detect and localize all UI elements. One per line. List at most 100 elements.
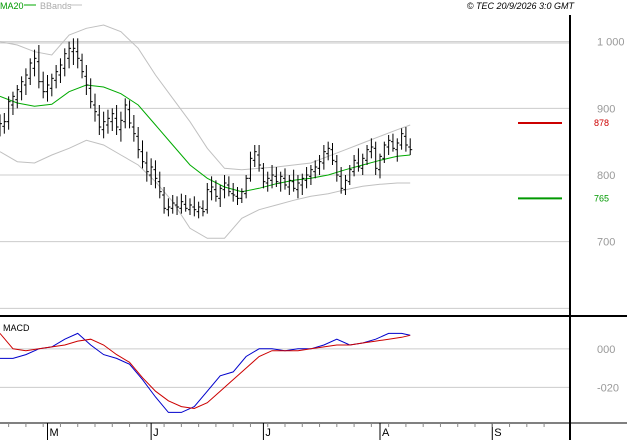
ohlc-bar [352, 155, 357, 177]
tick-labels: 700 800 900 1 000 000 -020 M J J A S [8, 37, 625, 440]
ohlc-bar [235, 187, 240, 205]
ma20-path [0, 84, 411, 193]
ohlc-bar [140, 140, 145, 169]
legend-bbands-label: BBands [40, 1, 72, 11]
ohlc-bar [248, 151, 253, 182]
ohlc-bar [0, 114, 2, 137]
bb-upper-line [0, 24, 411, 171]
ohlc-bar [395, 138, 400, 162]
ohlc-bar [54, 65, 59, 89]
ohlc-bar [287, 175, 292, 195]
ohlc-bar [80, 53, 85, 79]
ohlc-bar [265, 171, 270, 192]
ohlc-bar [192, 196, 197, 217]
price-tick-label: 1 000 [597, 37, 625, 49]
ohlc-bar [36, 45, 41, 89]
macd-signal-line [0, 333, 411, 410]
ohlc-bar [183, 195, 188, 212]
level-label-765: 765 [594, 193, 609, 203]
ohlc-bar [49, 73, 54, 97]
ohlc-bar [41, 71, 46, 99]
ohlc-bar [170, 195, 175, 214]
ohlc-bar [84, 65, 89, 95]
ohlc-bar [218, 185, 223, 207]
ohlc-bar [101, 111, 106, 139]
ohlc-bar [343, 175, 348, 195]
ohlc-bar [295, 175, 300, 199]
ohlc-bar [347, 165, 352, 185]
price-bars [0, 38, 413, 219]
macd-tick-label: 000 [597, 344, 615, 356]
x-tick-label: A [382, 427, 390, 439]
ohlc-bar [97, 105, 102, 135]
ohlc-bar [157, 171, 162, 199]
ohlc-bar [274, 167, 279, 187]
legend: MA20 BBands [0, 1, 82, 11]
ohlc-bar [45, 75, 50, 102]
ohlc-bar [356, 148, 361, 172]
ohlc-bar [408, 138, 413, 155]
grid [0, 41, 570, 388]
level-label-878: 878 [594, 118, 609, 128]
ohlc-bar [300, 173, 305, 195]
ohlc-bar [382, 141, 387, 163]
ohlc-bar [62, 48, 67, 77]
ohlc-bar [369, 138, 374, 159]
ohlc-bar [209, 176, 214, 201]
ohlc-bar [149, 158, 154, 185]
ohlc-bar [390, 133, 395, 152]
ohlc-bar [67, 41, 72, 69]
ohlc-bar [19, 76, 24, 101]
ohlc-bar [166, 198, 171, 217]
ohlc-bar [321, 145, 326, 170]
ohlc-bar [118, 111, 123, 142]
ohlc-bar [131, 115, 136, 142]
ohlc-bar [32, 49, 37, 77]
price-levels: 878 765 [518, 118, 609, 203]
ohlc-bar [386, 135, 391, 155]
ohlc-bar [399, 128, 404, 150]
ohlc-bar [127, 100, 132, 129]
x-tick-label: J [153, 427, 159, 439]
ohlc-bar [239, 188, 244, 203]
ohlc-bar [308, 165, 313, 185]
ohlc-bar [144, 151, 149, 182]
ohlc-bar [2, 113, 7, 134]
ohlc-bar [403, 127, 408, 152]
x-tick-label: J [265, 427, 271, 439]
ohlc-bar [326, 141, 331, 161]
ohlc-bar [136, 127, 141, 159]
ohlc-bar [28, 58, 33, 85]
price-tick-label: 900 [597, 103, 615, 115]
ohlc-bar [278, 171, 283, 192]
ohlc-bar [313, 160, 318, 179]
ohlc-bar [123, 98, 128, 129]
copyright-text: © TEC 20/9/2026 3:0 GMT [467, 1, 576, 11]
macd-title: MACD [3, 323, 30, 333]
ohlc-bar [23, 68, 28, 95]
ohlc-bar [213, 180, 218, 202]
ohlc-bar [88, 78, 93, 109]
ohlc-bar [261, 163, 266, 189]
price-tick-label: 800 [597, 170, 615, 182]
ohlc-bar [226, 176, 231, 197]
ohlc-bar [257, 145, 262, 172]
ohlc-bar [365, 145, 370, 165]
ohlc-bar [334, 155, 339, 182]
ohlc-bar [162, 187, 167, 214]
ohlc-bar [231, 183, 236, 202]
ohlc-bar [15, 85, 20, 109]
ohlc-bar [360, 153, 365, 175]
ma20-line [0, 84, 411, 193]
bb-lower-line [0, 139, 411, 239]
legend-ma20-label: MA20 [0, 1, 24, 11]
ohlc-bar [188, 198, 192, 215]
ohlc-bar [378, 153, 382, 179]
ohlc-bar [339, 167, 344, 194]
ohlc-bar [222, 175, 227, 199]
x-tick-label: S [494, 427, 501, 439]
ohlc-bar [205, 183, 210, 214]
ohlc-bar [283, 168, 287, 190]
